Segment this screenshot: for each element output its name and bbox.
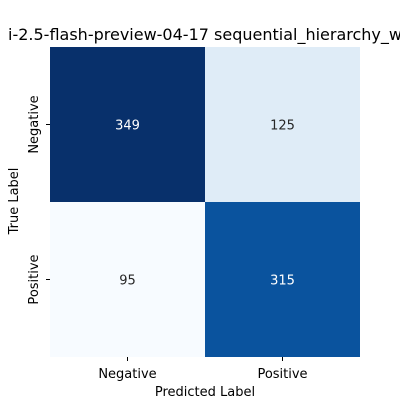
heatmap-cell [205,202,360,357]
heatmap-cell [50,47,205,202]
cell-value-label: 125 [270,119,295,134]
heatmap-cell [50,202,205,357]
x-axis-label: Predicted Label [155,385,255,400]
chart-title: i-2.5-flash-preview-04-17 sequential_hie… [8,25,400,45]
y-axis-ticks: Negative Positive [27,95,50,305]
y-tick-label: Negative [27,95,42,153]
heatmap-cells [50,47,360,357]
heatmap-cell-labels: 349 125 95 315 [115,119,295,289]
cell-value-label: 349 [115,119,140,134]
y-axis-label: True Label [7,168,22,236]
x-tick-label: Negative [98,367,156,382]
x-axis-ticks: Negative Positive [98,357,308,382]
y-tick-label: Positive [27,254,42,304]
heatmap-cell [205,47,360,202]
cell-value-label: 95 [119,274,136,289]
x-tick-label: Positive [257,367,307,382]
cell-value-label: 315 [270,274,295,289]
